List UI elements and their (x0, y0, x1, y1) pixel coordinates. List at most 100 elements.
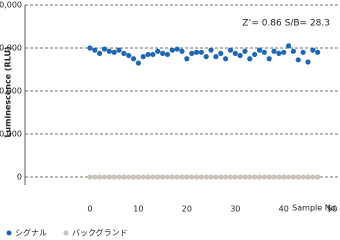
point (155, 48, 161, 54)
point (189, 50, 195, 56)
point (305, 174, 311, 180)
y-tick-label: 800,000 (0, 87, 22, 96)
point (97, 174, 103, 180)
point (276, 50, 282, 56)
point (111, 49, 117, 55)
point (295, 57, 301, 63)
y-tick-label: 400,000 (0, 130, 22, 139)
point (227, 47, 234, 53)
point (160, 174, 166, 180)
point (106, 174, 112, 180)
point (222, 174, 229, 180)
legend-label: バックグランド (72, 228, 128, 238)
point (126, 174, 132, 180)
point (92, 174, 98, 180)
point (271, 174, 277, 180)
point (232, 174, 238, 180)
y-tick-label: 1,750,000 (0, 44, 22, 53)
point (266, 174, 272, 180)
point (145, 51, 151, 58)
x-tick-label: 10 (133, 205, 143, 214)
point (281, 174, 287, 180)
point (256, 174, 263, 180)
point (237, 52, 243, 59)
point (315, 174, 321, 180)
point (145, 174, 151, 180)
x-tick-label: 20 (182, 205, 192, 214)
point (101, 174, 108, 180)
point (174, 174, 180, 180)
point (169, 174, 175, 180)
x-tick-label: 40 (279, 205, 289, 214)
point (281, 49, 287, 55)
point (213, 54, 219, 60)
point (261, 49, 267, 55)
point (222, 56, 229, 62)
point (300, 49, 306, 55)
point (218, 50, 224, 56)
point (121, 174, 127, 180)
legend-marker (6, 230, 12, 236)
point (252, 51, 258, 58)
point (310, 174, 316, 180)
point (266, 56, 272, 62)
point (174, 46, 180, 52)
point (116, 47, 122, 53)
point (285, 174, 292, 180)
point (87, 45, 93, 51)
point (305, 59, 311, 65)
point (285, 43, 292, 49)
point (140, 54, 146, 60)
point (140, 174, 146, 180)
point (87, 174, 93, 180)
point (237, 174, 243, 180)
y-axis-label: Luminescence (RLU) (4, 46, 13, 137)
point (179, 174, 185, 180)
point (232, 50, 238, 56)
point (111, 174, 117, 180)
point (92, 47, 98, 53)
point (300, 174, 306, 180)
point (164, 51, 171, 58)
point (155, 174, 161, 180)
point (184, 174, 190, 180)
point (256, 47, 263, 53)
point (160, 50, 166, 56)
point (315, 49, 321, 55)
legend-marker (63, 230, 69, 236)
point (184, 56, 190, 62)
legend-label: シグナル (15, 228, 47, 238)
point (198, 174, 204, 180)
point (247, 56, 253, 62)
point (121, 50, 127, 56)
point (169, 47, 175, 53)
point (179, 48, 185, 54)
point (164, 174, 171, 180)
point (189, 174, 195, 180)
point (193, 49, 200, 55)
y-tick-label: 0 (17, 173, 22, 182)
point (252, 174, 258, 180)
x-tick-label: 50 (327, 205, 337, 214)
point (218, 174, 224, 180)
point (116, 174, 122, 180)
point (261, 174, 267, 180)
x-tick-label: 30 (230, 205, 240, 214)
point (135, 174, 141, 180)
point (130, 174, 137, 180)
point (203, 174, 209, 180)
point (213, 174, 219, 180)
y-tick-label: 1,600,000 (0, 1, 22, 10)
point (106, 48, 112, 54)
point (242, 48, 248, 54)
point (101, 46, 108, 52)
point (310, 47, 316, 53)
x-axis-label: Sample No. (292, 204, 338, 213)
point (242, 174, 248, 180)
point (208, 174, 214, 180)
point (198, 49, 204, 55)
point (276, 174, 282, 180)
point (295, 174, 301, 180)
point (290, 48, 297, 54)
